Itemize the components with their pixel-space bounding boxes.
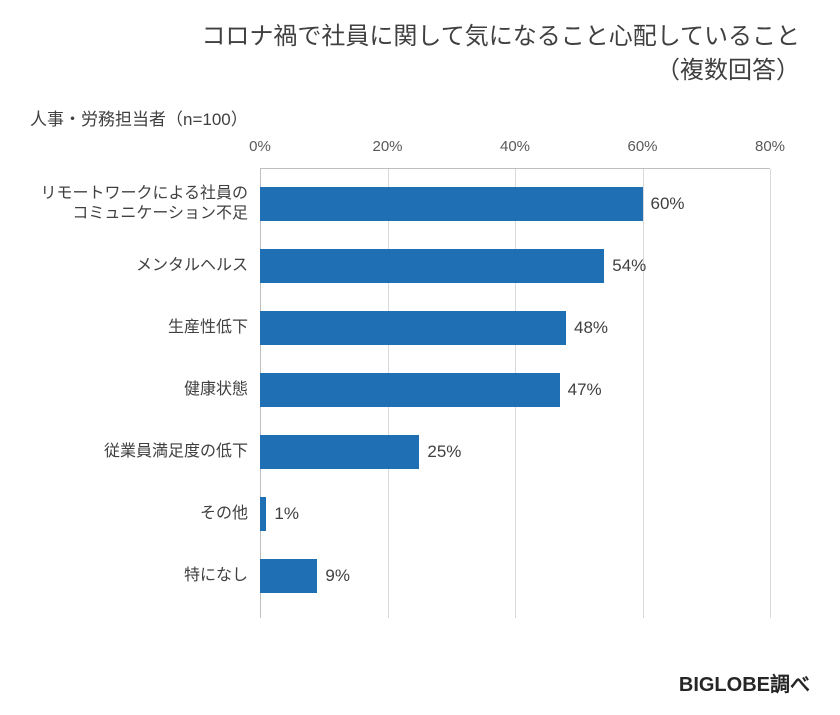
- grid-line: [770, 169, 771, 618]
- bar-category-label: 従業員満足度の低下: [30, 442, 260, 462]
- bar-category-label: 健康状態: [30, 380, 260, 400]
- bar-rect: 25%: [260, 435, 419, 469]
- chart-subtitle: 人事・労務担当者（n=100）: [30, 105, 810, 130]
- bar-rect: 47%: [260, 373, 560, 407]
- x-axis-tick-label: 0%: [249, 138, 271, 155]
- bar-category-label: リモートワークによる社員の コミュニケーション不足: [30, 184, 260, 224]
- plot-area: 0%20%40%60%80% リモートワークによる社員の コミュニケーション不足…: [260, 138, 770, 618]
- x-axis-tick-label: 20%: [372, 138, 402, 155]
- bar-row: 生産性低下48%: [260, 311, 770, 345]
- x-axis-tick-label: 60%: [627, 138, 657, 155]
- bar-rect: 9%: [260, 559, 317, 593]
- bar-category-label: 生産性低下: [30, 318, 260, 338]
- bar-row: リモートワークによる社員の コミュニケーション不足60%: [260, 187, 770, 221]
- bar-value-label: 48%: [566, 318, 608, 338]
- chart-title: コロナ禍で社員に関して気になること心配していること （複数回答）: [30, 20, 810, 87]
- bar-value-label: 9%: [317, 566, 350, 586]
- bar-value-label: 60%: [643, 194, 685, 214]
- bars-region: リモートワークによる社員の コミュニケーション不足60% メンタルヘルス54% 生産…: [260, 168, 770, 618]
- bar-rect: 48%: [260, 311, 566, 345]
- bar-category-label: メンタルヘルス: [30, 256, 260, 276]
- chart-title-line2: （複数回答）: [30, 54, 800, 88]
- bar-category-label: 特になし: [30, 566, 260, 586]
- chart-source: BIGLOBE調べ: [679, 668, 810, 697]
- chart-container: コロナ禍で社員に関して気になること心配していること （複数回答） 人事・労務担当…: [0, 0, 840, 715]
- bar-value-label: 47%: [560, 380, 602, 400]
- bar-row: メンタルヘルス54%: [260, 249, 770, 283]
- bar-row: 従業員満足度の低下25%: [260, 435, 770, 469]
- x-axis: 0%20%40%60%80%: [260, 138, 770, 168]
- bar-value-label: 1%: [266, 504, 299, 524]
- bar-value-label: 54%: [604, 256, 646, 276]
- bar-row: その他1%: [260, 497, 770, 531]
- bar-rect: 1%: [260, 497, 266, 531]
- bar-category-label: その他: [30, 504, 260, 524]
- x-axis-tick-label: 80%: [755, 138, 785, 155]
- chart-title-line1: コロナ禍で社員に関して気になること心配していること: [30, 20, 800, 54]
- bar-rect: 60%: [260, 187, 643, 221]
- bar-value-label: 25%: [419, 442, 461, 462]
- bar-rect: 54%: [260, 249, 604, 283]
- x-axis-tick-label: 40%: [500, 138, 530, 155]
- bar-row: 特になし9%: [260, 559, 770, 593]
- bar-row: 健康状態47%: [260, 373, 770, 407]
